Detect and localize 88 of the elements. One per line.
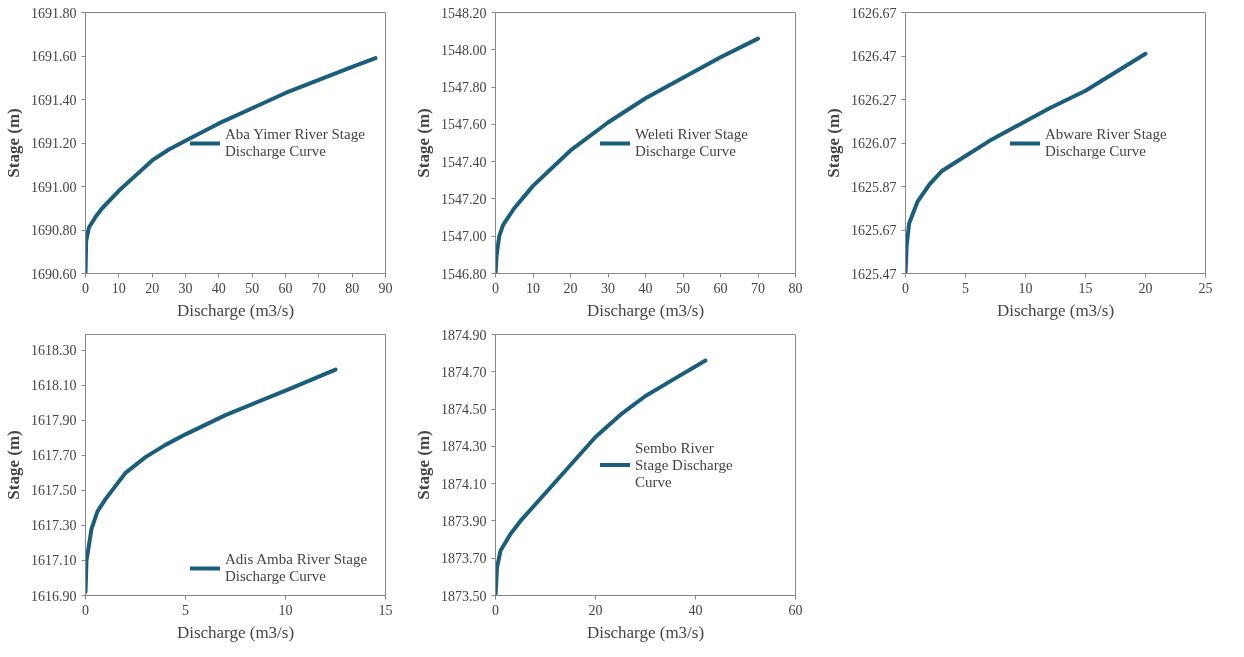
y-tick-label: 1874.70: [441, 364, 487, 380]
x-tick-label: 10: [278, 602, 293, 618]
y-tick-label: 1873.70: [441, 551, 487, 567]
y-tick-label: 1874.90: [441, 327, 487, 343]
y-tick-label: 1626.27: [851, 92, 897, 108]
x-tick-label: 20: [563, 280, 578, 296]
y-tick-label: 1690.80: [31, 223, 77, 238]
y-axis-title: Stage (m): [414, 108, 433, 178]
x-tick-label: 15: [378, 602, 393, 618]
y-tick-label: 1690.60: [31, 266, 77, 282]
y-tick-label: 1547.80: [441, 80, 487, 96]
x-tick-label: 20: [588, 602, 603, 618]
line-series: [495, 36, 760, 274]
x-tick-label: 70: [751, 280, 765, 296]
y-axis-title: Stage (m): [824, 108, 843, 178]
x-tick-label: 5: [182, 602, 189, 618]
y-tick-label: 1618.10: [31, 378, 77, 394]
x-tick-label: 15: [1078, 280, 1093, 296]
x-tick-label: 60: [713, 280, 728, 296]
x-axis-title: Discharge (m3/s): [996, 300, 1115, 320]
y-tick-label: 1691.00: [31, 179, 77, 195]
y-tick-label: 1548.20: [441, 5, 487, 21]
x-tick-label: 60: [278, 280, 293, 296]
x-tick-label: 40: [638, 280, 653, 296]
y-axis-title: Stage (m): [4, 108, 23, 178]
y-tick-label: 1691.20: [31, 136, 77, 151]
y-tick-label: 1547.40: [441, 154, 487, 170]
y-tick-label: 1616.90: [31, 588, 77, 604]
y-tick-label: 1617.10: [31, 553, 77, 569]
x-axis-title: Discharge (m3/s): [586, 622, 705, 642]
x-axis-title: Discharge (m3/s): [176, 622, 295, 642]
x-tick-label: 40: [688, 602, 703, 618]
y-axis-title: Stage (m): [4, 430, 23, 500]
x-tick-label: 60: [788, 602, 803, 618]
x-tick-label: 50: [245, 280, 260, 296]
x-tick-label: 20: [145, 280, 160, 296]
x-tick-label: 80: [788, 280, 803, 296]
y-tick-label: 1691.40: [31, 92, 77, 108]
x-tick-label: 80: [345, 280, 360, 296]
y-tick-label: 1548.00: [441, 42, 487, 58]
y-tick-label: 1874.10: [441, 476, 487, 492]
x-tick-label: 0: [492, 602, 499, 618]
x-tick-label: 40: [211, 280, 226, 296]
y-tick-label: 1625.47: [851, 266, 897, 282]
x-tick-label: 10: [526, 280, 540, 296]
legend-label: Adis Amba River Stage Discharge Curve: [225, 551, 369, 585]
y-tick-label: 1618.30: [31, 343, 77, 359]
x-tick-label: 30: [601, 280, 615, 296]
x-tick-label: 30: [178, 280, 193, 296]
y-tick-label: 1547.00: [441, 229, 487, 245]
y-tick-label: 1547.20: [441, 191, 487, 207]
y-tick-label: 1546.80: [441, 266, 487, 282]
x-tick-label: 70: [311, 280, 326, 296]
line-series: [85, 56, 378, 274]
y-tick-label: 1617.90: [31, 413, 77, 429]
y-tick-label: 1625.67: [851, 223, 897, 238]
x-tick-label: 10: [1018, 280, 1033, 296]
y-tick-label: 1617.30: [31, 518, 77, 534]
x-tick-label: 0: [902, 280, 909, 296]
x-tick-label: 50: [676, 280, 690, 296]
legend-label: Abware River Stage Discharge Curve: [1045, 125, 1168, 160]
x-tick-label: 0: [492, 280, 499, 296]
y-tick-label: 1626.47: [851, 49, 897, 64]
x-tick-label: 5: [962, 280, 969, 296]
x-tick-label: 10: [111, 280, 126, 296]
y-tick-label: 1617.70: [31, 448, 77, 464]
y-tick-label: 1874.30: [441, 439, 487, 455]
x-tick-label: 20: [1138, 280, 1153, 296]
y-tick-label: 1691.80: [31, 5, 77, 21]
y-tick-label: 1874.50: [441, 402, 487, 418]
x-tick-label: 0: [82, 602, 89, 618]
y-tick-label: 1626.07: [851, 136, 897, 151]
y-tick-label: 1547.60: [441, 117, 487, 133]
y-tick-label: 1625.87: [851, 179, 897, 195]
y-tick-label: 1691.60: [31, 49, 77, 64]
y-tick-label: 1873.90: [441, 513, 487, 529]
x-tick-label: 25: [1198, 280, 1213, 296]
x-axis-title: Discharge (m3/s): [586, 300, 705, 320]
legend-label: Weleti River Stage Discharge Curve: [635, 125, 749, 160]
y-axis-title: Stage (m): [414, 430, 433, 500]
legend-label: Aba Yimer River Stage Discharge Curve: [225, 125, 366, 160]
legend-label: Sembo River Stage Discharge Curve: [635, 439, 734, 490]
x-tick-label: 90: [378, 280, 393, 296]
y-tick-label: 1626.67: [851, 5, 897, 21]
y-tick-label: 1873.50: [441, 588, 487, 604]
x-axis-title: Discharge (m3/s): [176, 300, 295, 320]
x-tick-label: 0: [82, 280, 89, 296]
y-tick-label: 1617.50: [31, 483, 77, 499]
